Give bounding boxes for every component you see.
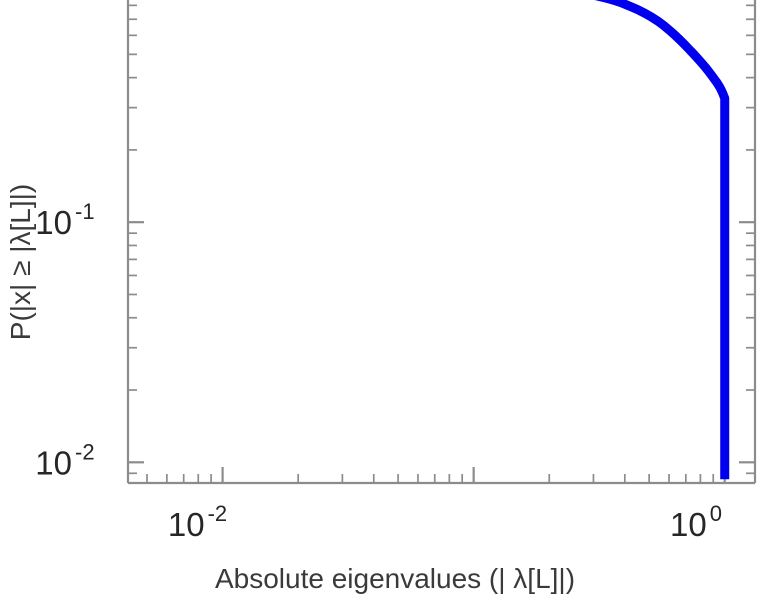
x-tick-label-1-exp: 0 bbox=[710, 501, 722, 526]
y-tick-label-2-base: 10 bbox=[35, 444, 72, 481]
x-tick-label-0-base: 10 bbox=[168, 506, 205, 543]
y-tick-label-1-exp: -1 bbox=[75, 199, 95, 224]
y-tick-label-0-base: 10 bbox=[35, 0, 72, 1]
y-tick-label-2: 10 -2 bbox=[35, 439, 94, 481]
y-tick-label-1-base: 10 bbox=[35, 204, 72, 241]
axis-titles: Absolute eigenvalues (| λ[L]|) P(|x| ≥ |λ… bbox=[5, 184, 575, 594]
x-tick-label-0: 10 -2 bbox=[168, 501, 227, 543]
y-tick-label-2-exp: -2 bbox=[75, 439, 95, 464]
data-series-curve bbox=[594, 0, 730, 480]
series-line-ccdf bbox=[594, 0, 730, 480]
x-axis-title: Absolute eigenvalues (| λ[L]|) bbox=[215, 563, 575, 594]
axis-ticks bbox=[128, 4, 755, 483]
axis-frame bbox=[126, 0, 757, 485]
x-tick-label-1-base: 10 bbox=[670, 506, 707, 543]
y-tick-label-1: 10 -1 bbox=[35, 199, 94, 241]
y-axis-title: P(|x| ≥ |λ[L]|) bbox=[5, 184, 36, 340]
x-tick-label-1: 10 0 bbox=[670, 501, 722, 543]
y-tick-label-0: 100 bbox=[35, 0, 72, 1]
x-tick-label-0-exp: -2 bbox=[208, 501, 228, 526]
